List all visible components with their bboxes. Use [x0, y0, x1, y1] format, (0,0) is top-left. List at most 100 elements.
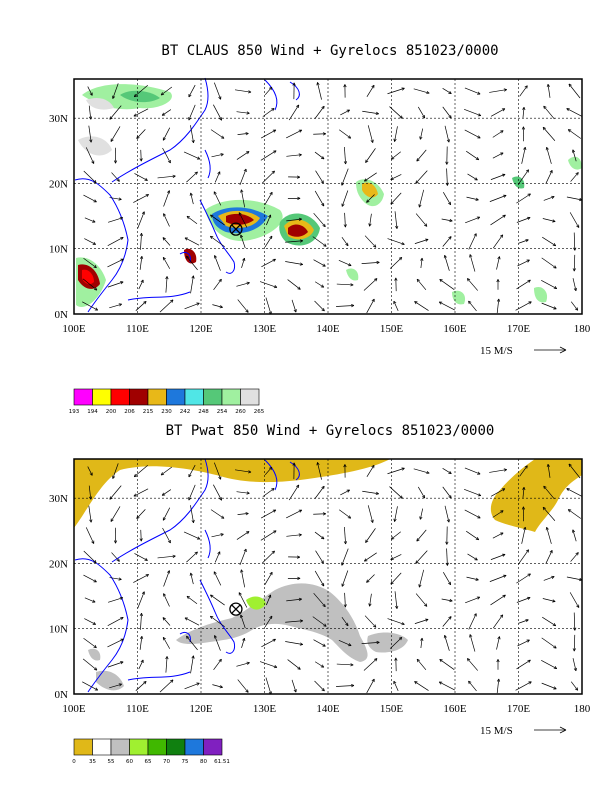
wind-vector: [521, 506, 526, 522]
x-tick-label: 140E: [316, 703, 340, 715]
wind-vector: [84, 238, 96, 245]
wind-vector: [188, 84, 196, 98]
panel1-frame: [73, 78, 583, 315]
wind-vector: [234, 89, 252, 94]
wind-vector: [393, 680, 399, 692]
wind-vector: [418, 189, 425, 208]
wind-vector: [419, 508, 424, 520]
coastline: [264, 79, 300, 111]
wind-vector: [442, 572, 452, 586]
wind-vector: [343, 212, 347, 228]
wind-vector: [87, 466, 93, 476]
x-tick-label: 130E: [253, 323, 277, 335]
wind-vector: [88, 485, 93, 500]
wind-vector: [394, 591, 399, 609]
wind-vector: [133, 108, 149, 117]
wind-vector: [341, 548, 349, 566]
x-tick-label: 120E: [189, 323, 213, 335]
wind-vector: [387, 618, 405, 626]
wind-vector: [517, 259, 530, 267]
wind-vector: [543, 485, 555, 500]
wind-vector: [341, 237, 349, 247]
wind-vector: [292, 82, 296, 100]
wind-vector: [364, 235, 377, 248]
wind-vector: [439, 658, 455, 670]
cloud-patch: [568, 156, 582, 170]
wind-vector: [516, 216, 531, 223]
wind-vector: [83, 637, 97, 649]
wind-vector: [496, 279, 500, 290]
coastline: [199, 579, 235, 654]
wind-vector: [366, 298, 375, 314]
wind-vector: [139, 613, 143, 630]
wind-vector: [441, 218, 453, 223]
wind-vector: [211, 533, 224, 538]
reference-vector-label: 15 M/S: [480, 345, 513, 357]
wind-vector: [260, 150, 277, 161]
wind-vector: [236, 151, 250, 160]
wind-vector: [314, 570, 325, 587]
wind-vector: [467, 173, 478, 181]
wind-vector: [213, 278, 222, 291]
wind-vector: [259, 661, 278, 669]
wind-vector: [442, 486, 452, 499]
colorbar-swatch: [73, 388, 93, 406]
wind-vector: [416, 529, 427, 542]
wind-vector: [521, 526, 527, 544]
wind-vector: [541, 302, 557, 310]
wind-vector: [314, 151, 325, 160]
wind-vector: [492, 614, 504, 629]
cloud-patch: [78, 136, 112, 156]
wind-vector: [162, 527, 171, 544]
wind-vector: [438, 681, 455, 691]
wind-vector: [209, 235, 225, 248]
coastline: [127, 671, 191, 681]
wind-vector: [236, 661, 250, 667]
wind-vector: [467, 553, 478, 561]
wind-vector: [546, 463, 551, 478]
wind-vector: [339, 509, 352, 519]
wind-vector: [570, 172, 579, 182]
wind-vector: [264, 571, 273, 586]
wind-vector: [496, 678, 501, 694]
wind-vector: [545, 526, 552, 544]
wind-vector: [210, 129, 225, 139]
wind-vector: [468, 680, 477, 692]
wind-vector: [137, 591, 145, 609]
wind-vector: [492, 130, 504, 138]
wind-vector: [542, 598, 556, 603]
wind-vector: [568, 83, 581, 99]
pwat-patch: [246, 596, 266, 610]
wind-vector: [361, 260, 380, 265]
wind-vector: [518, 549, 530, 565]
wind-vector: [292, 462, 296, 480]
wind-vector: [442, 468, 452, 475]
wind-vector: [518, 619, 529, 624]
wind-vector: [545, 170, 553, 184]
wind-vector: [183, 151, 201, 160]
wind-vector: [184, 682, 200, 690]
colorbar-label: 265: [254, 409, 265, 415]
wind-vector: [339, 129, 352, 139]
wind-vector: [492, 510, 504, 518]
wind-vector: [338, 640, 352, 647]
wind-vector: [314, 680, 325, 692]
wind-vector: [188, 104, 196, 121]
wind-vector: [390, 192, 402, 205]
wind-vector: [163, 570, 171, 587]
x-tick-label: 160E: [443, 323, 467, 335]
wind-vector: [165, 656, 169, 673]
wind-vector: [162, 617, 171, 626]
wind-vector: [541, 279, 558, 290]
wind-vector: [109, 197, 122, 201]
wind-vector: [314, 281, 325, 288]
x-tick-label: 100E: [62, 703, 86, 715]
wind-vector: [522, 486, 526, 498]
wind-vector: [139, 256, 144, 270]
wind-vector: [259, 281, 278, 289]
wind-vector: [466, 530, 480, 541]
wind-vector: [566, 108, 583, 117]
wind-vector: [442, 616, 452, 627]
wind-vector: [366, 194, 375, 203]
wind-vector: [111, 172, 120, 182]
